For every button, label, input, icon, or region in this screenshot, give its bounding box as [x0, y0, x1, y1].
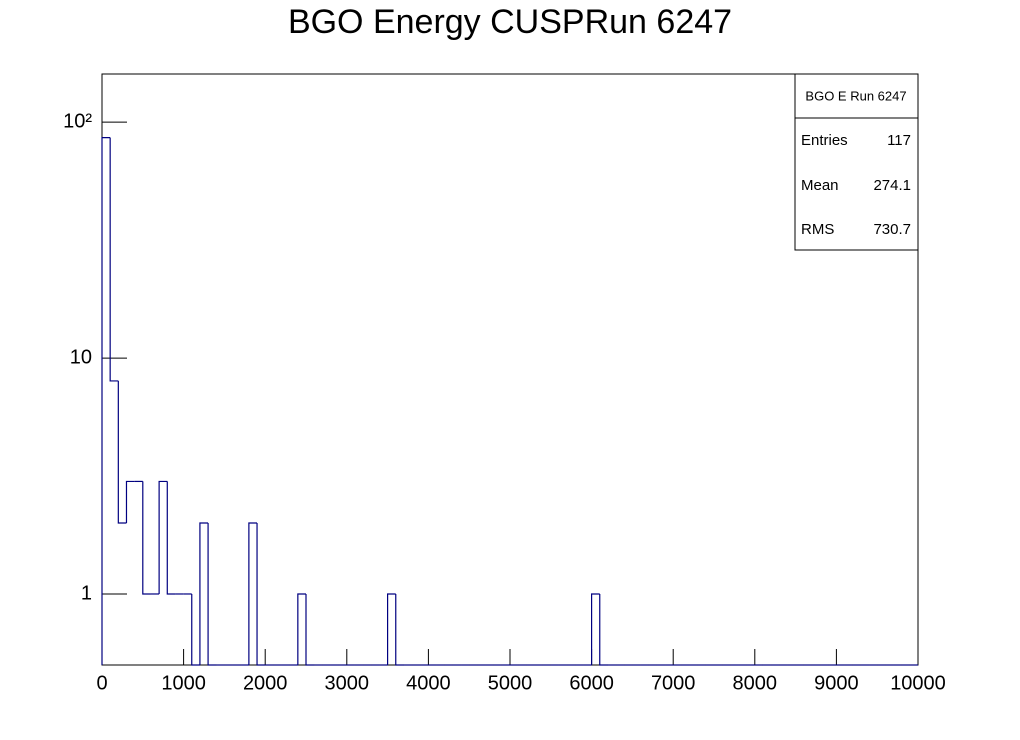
- bar: [305, 593, 315, 666]
- stats-value: 730.7: [873, 221, 911, 238]
- bar: [101, 137, 111, 665]
- y-tick-label: 1: [81, 582, 92, 604]
- x-tick-label: 7000: [651, 672, 696, 694]
- y-tick-label: 10²: [63, 110, 92, 132]
- bar: [591, 593, 600, 665]
- stats-box: BGO E Run 6247 Entries 117 Mean 274.1 RM…: [794, 73, 919, 251]
- stats-title: BGO E Run 6247: [805, 88, 906, 103]
- bar: [125, 480, 135, 523]
- stats-frame: [794, 73, 919, 251]
- bar: [248, 522, 258, 665]
- bar: [199, 522, 209, 665]
- bar: [117, 380, 127, 524]
- x-tick-label: 4000: [406, 672, 451, 694]
- chart-title: BGO Energy CUSPRun 6247: [288, 3, 732, 41]
- stats-value: 274.1: [873, 177, 911, 194]
- bar: [256, 522, 266, 666]
- x-tick-label: 1000: [161, 672, 206, 694]
- bar: [297, 593, 306, 665]
- stats-value: 117: [887, 132, 911, 149]
- bar: [158, 480, 168, 594]
- stats-label: Entries: [801, 132, 848, 149]
- bar: [207, 522, 217, 666]
- bar: [387, 593, 396, 665]
- x-tick-label: 10000: [890, 672, 946, 694]
- x-tick-label: 8000: [733, 672, 778, 694]
- x-tick-label: 9000: [814, 672, 859, 694]
- bar: [191, 593, 200, 666]
- bar: [166, 481, 176, 595]
- bar: [395, 593, 404, 666]
- stats-label: Mean: [801, 177, 839, 194]
- x-tick-label: 3000: [325, 672, 370, 694]
- bar: [142, 481, 151, 595]
- stats-label: RMS: [801, 221, 834, 238]
- y-tick-label: 10: [70, 346, 92, 368]
- x-tick-label: 5000: [488, 672, 533, 694]
- x-tick-label: 2000: [243, 672, 288, 694]
- x-tick-label: 6000: [569, 672, 614, 694]
- x-tick-label: 0: [96, 672, 107, 694]
- bar: [599, 593, 608, 666]
- bar: [109, 137, 119, 382]
